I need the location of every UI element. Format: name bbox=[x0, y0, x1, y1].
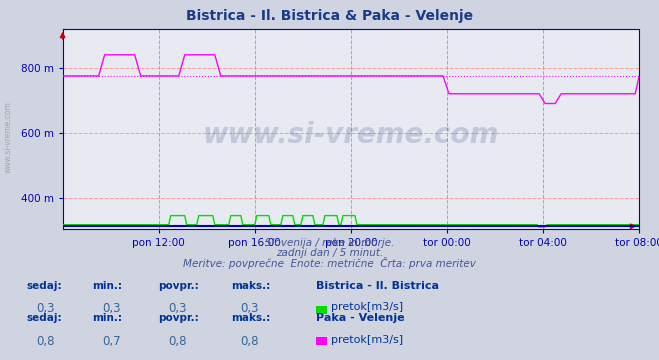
Text: Meritve: povprečne  Enote: metrične  Črta: prva meritev: Meritve: povprečne Enote: metrične Črta:… bbox=[183, 257, 476, 269]
Text: 0,3: 0,3 bbox=[102, 302, 121, 315]
Text: 0,7: 0,7 bbox=[102, 335, 121, 348]
Text: Bistrica - Il. Bistrica: Bistrica - Il. Bistrica bbox=[316, 281, 440, 291]
Text: min.:: min.: bbox=[92, 281, 123, 291]
Text: 0,8: 0,8 bbox=[36, 335, 55, 348]
Text: www.si-vreme.com: www.si-vreme.com bbox=[203, 121, 499, 149]
Text: sedaj:: sedaj: bbox=[26, 281, 62, 291]
Text: www.si-vreme.com: www.si-vreme.com bbox=[4, 101, 13, 173]
Text: Paka - Velenje: Paka - Velenje bbox=[316, 313, 405, 323]
Text: pretok[m3/s]: pretok[m3/s] bbox=[331, 302, 403, 312]
Text: pretok[m3/s]: pretok[m3/s] bbox=[331, 335, 403, 345]
Text: 0,3: 0,3 bbox=[241, 302, 259, 315]
Text: Bistrica - Il. Bistrica & Paka - Velenje: Bistrica - Il. Bistrica & Paka - Velenje bbox=[186, 9, 473, 23]
Text: 0,8: 0,8 bbox=[168, 335, 186, 348]
Text: 0,3: 0,3 bbox=[168, 302, 186, 315]
Text: 0,8: 0,8 bbox=[241, 335, 259, 348]
Text: povpr.:: povpr.: bbox=[158, 281, 199, 291]
Text: Slovenija / reke in morje.: Slovenija / reke in morje. bbox=[265, 238, 394, 248]
Text: 0,3: 0,3 bbox=[36, 302, 55, 315]
Text: sedaj:: sedaj: bbox=[26, 313, 62, 323]
Text: zadnji dan / 5 minut.: zadnji dan / 5 minut. bbox=[276, 248, 383, 258]
Text: maks.:: maks.: bbox=[231, 281, 270, 291]
Text: maks.:: maks.: bbox=[231, 313, 270, 323]
Text: min.:: min.: bbox=[92, 313, 123, 323]
Text: povpr.:: povpr.: bbox=[158, 313, 199, 323]
